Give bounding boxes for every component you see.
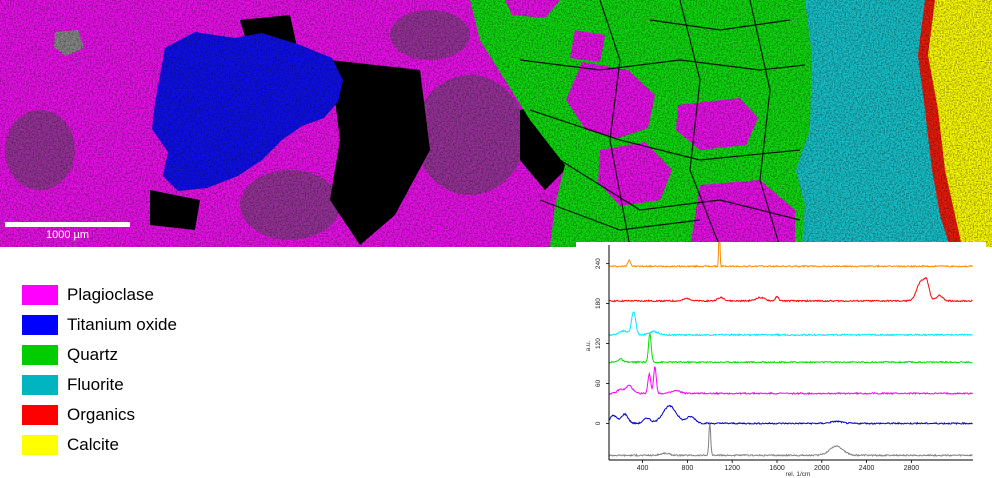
y-axis-label: a.u. bbox=[585, 340, 592, 351]
legend-label: Titanium oxide bbox=[67, 315, 177, 334]
legend-swatch bbox=[22, 435, 58, 455]
legend-swatch bbox=[22, 405, 58, 425]
phase-map-texture bbox=[0, 0, 992, 247]
x-tick-label: 1600 bbox=[769, 465, 785, 472]
x-tick-label: 1200 bbox=[724, 465, 740, 472]
quartz-crack bbox=[519, 59, 806, 71]
scale-bar bbox=[5, 222, 130, 227]
y-tick-label: 240 bbox=[595, 258, 602, 269]
quartz-crack bbox=[649, 19, 791, 31]
legend-swatch bbox=[22, 375, 58, 395]
spectrum-line bbox=[608, 423, 973, 458]
legend-item-calcite: Calcite bbox=[22, 430, 177, 460]
legend-item-organics: Organics bbox=[22, 400, 177, 430]
y-tick-label: 180 bbox=[595, 298, 602, 309]
spectrum-line bbox=[608, 311, 973, 337]
y-tick-label: 120 bbox=[595, 338, 602, 349]
quartz-crack bbox=[749, 0, 781, 247]
quartz-crack bbox=[529, 109, 801, 161]
scale-bar-label: 1000 µm bbox=[45, 229, 90, 241]
legend-swatch bbox=[22, 285, 58, 305]
spectrum-line bbox=[608, 366, 973, 396]
x-axis-label: rel. 1/cm bbox=[786, 471, 811, 478]
y-tick-label: 60 bbox=[595, 379, 602, 387]
legend-label: Fluorite bbox=[67, 375, 124, 394]
phase-map: 1000 µm bbox=[0, 0, 992, 247]
x-tick-label: 800 bbox=[682, 465, 694, 472]
spectrum-line bbox=[608, 405, 973, 426]
quartz-crack bbox=[599, 0, 631, 247]
spectra-chart: 400 800 1200 1600 2000 2400 2800 0 60 120 180 240 r… bbox=[576, 242, 986, 478]
x-tick-label: 2800 bbox=[904, 465, 920, 472]
legend-item-plagioclase: Plagioclase bbox=[22, 280, 177, 310]
x-tick-label: 400 bbox=[637, 465, 649, 472]
legend-label: Organics bbox=[67, 405, 136, 424]
quartz-crack bbox=[559, 159, 801, 221]
legend: Plagioclase Titanium oxide Quartz Fluori… bbox=[22, 280, 177, 460]
spectrum-line bbox=[608, 331, 973, 364]
legend-label: Quartz bbox=[67, 345, 119, 364]
y-tick-label: 0 bbox=[595, 421, 602, 425]
legend-item-titanium-oxide: Titanium oxide bbox=[22, 310, 177, 340]
legend-label: Plagioclase bbox=[67, 285, 154, 304]
x-tick-label: 2400 bbox=[859, 465, 875, 472]
legend-item-quartz: Quartz bbox=[22, 340, 177, 370]
legend-swatch bbox=[22, 345, 58, 365]
x-tick-label: 2000 bbox=[814, 465, 830, 472]
spectrum-line bbox=[608, 277, 973, 303]
spectra-plot: 400 800 1200 1600 2000 2400 2800 0 60 120 180 240 r… bbox=[576, 242, 986, 478]
quartz-crack bbox=[679, 0, 721, 247]
legend-swatch bbox=[22, 315, 58, 335]
phase-map-image bbox=[0, 0, 992, 247]
legend-label: Calcite bbox=[67, 435, 119, 454]
legend-item-fluorite: Fluorite bbox=[22, 370, 177, 400]
spectrum-line bbox=[608, 242, 973, 269]
quartz-crack bbox=[539, 199, 701, 231]
